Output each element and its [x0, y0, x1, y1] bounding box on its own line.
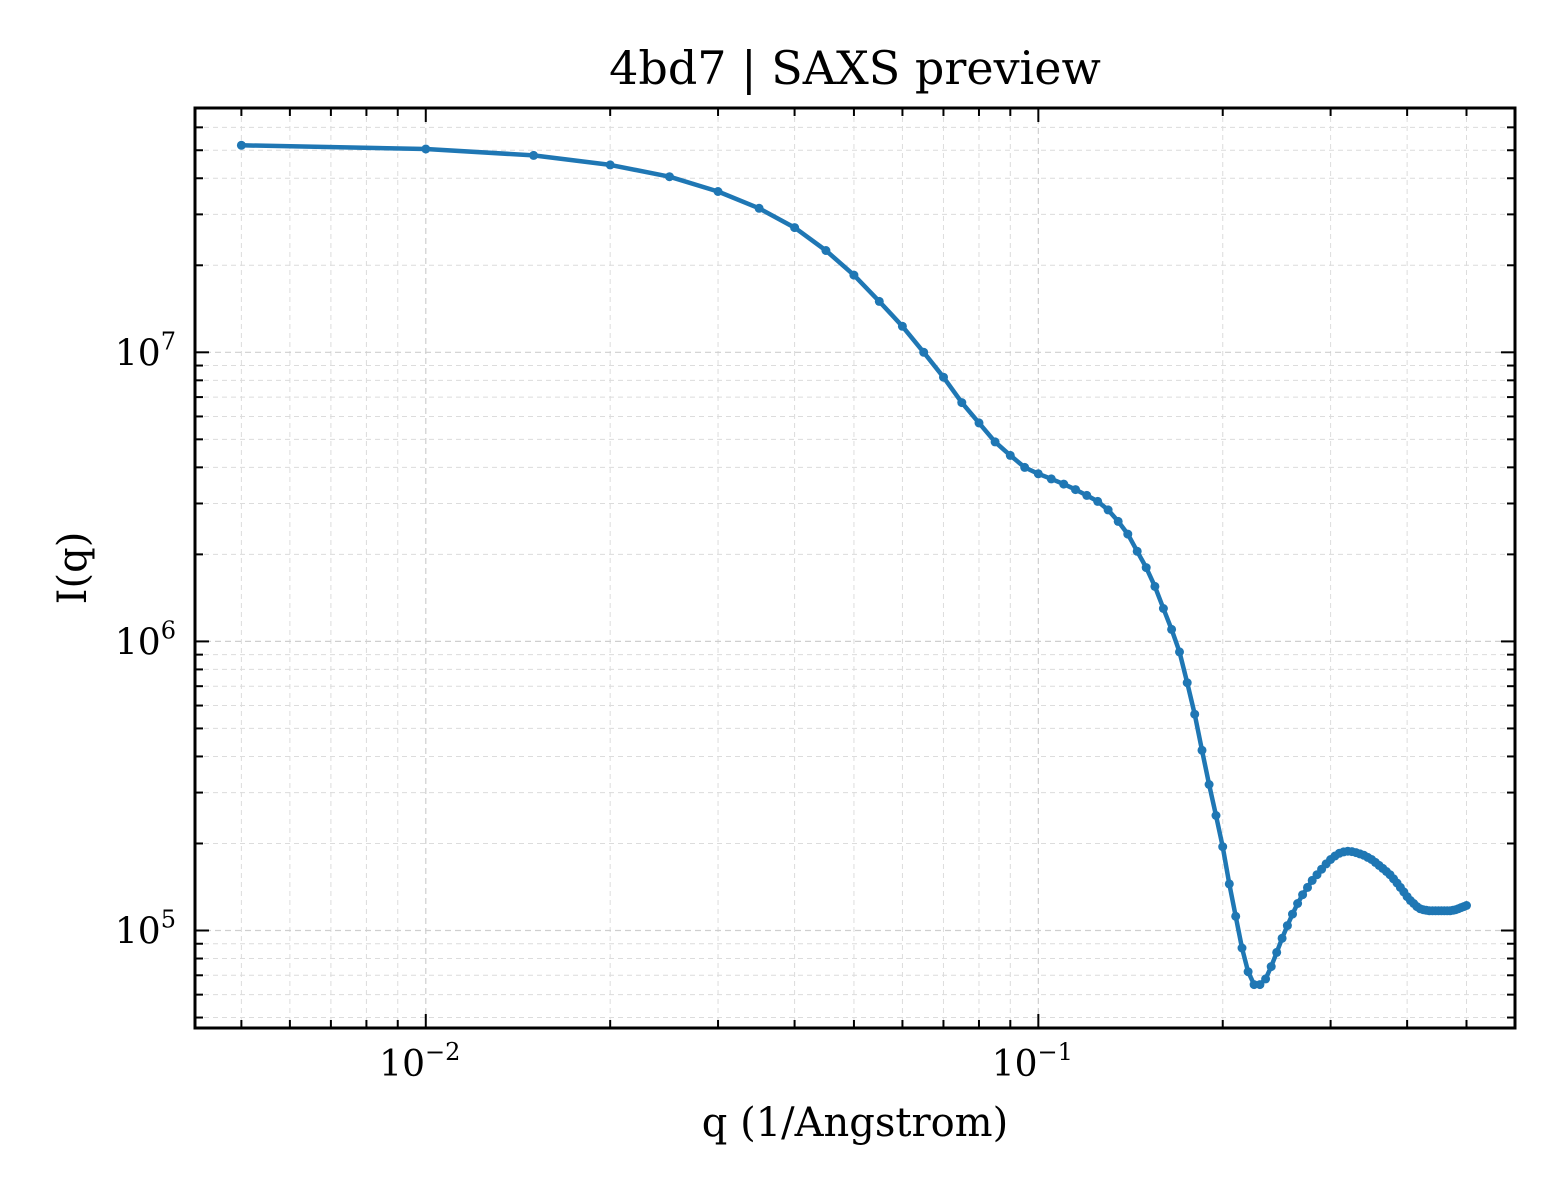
- data-point: [1141, 563, 1151, 573]
- data-point: [919, 347, 929, 357]
- data-point: [939, 372, 948, 382]
- data-point: [1298, 890, 1308, 900]
- x-axis-label: q (1/Angstrom): [702, 1100, 1008, 1146]
- data-point: [897, 321, 907, 331]
- y-tick-label: 105: [115, 906, 176, 953]
- data-point: [1071, 485, 1080, 495]
- data-point: [236, 140, 246, 150]
- y-axis-label: I(q): [50, 532, 96, 605]
- data-point: [754, 203, 764, 213]
- data-point: [1231, 911, 1241, 921]
- data-point: [1113, 516, 1123, 526]
- data-point: [1059, 479, 1069, 489]
- chart-title: 4bd7 | SAXS preview: [609, 41, 1101, 95]
- data-point: [1020, 462, 1030, 472]
- data-point: [1103, 505, 1113, 515]
- data-point: [1167, 624, 1177, 634]
- data-point: [1046, 474, 1056, 484]
- data-point: [1190, 709, 1200, 719]
- data-point: [1237, 943, 1247, 953]
- y-tick-base: 10: [115, 912, 161, 953]
- data-point: [1462, 901, 1471, 910]
- data-point: [1204, 780, 1214, 789]
- data-point: [1182, 678, 1192, 688]
- data-point: [1093, 496, 1103, 506]
- y-tick-base: 10: [115, 333, 161, 374]
- data-point: [849, 270, 859, 280]
- x-tick-base: 10: [992, 1044, 1038, 1085]
- data-point: [1175, 647, 1184, 657]
- plot-frame: [193, 106, 1517, 1030]
- y-tick-base: 10: [115, 622, 161, 663]
- data-point: [1211, 811, 1221, 820]
- x-tick-base: 10: [379, 1044, 425, 1085]
- data-point: [713, 187, 723, 196]
- y-tick-exp: 7: [161, 327, 176, 355]
- data-point: [1132, 546, 1142, 556]
- data-point: [1272, 947, 1282, 957]
- data-point: [1123, 529, 1133, 539]
- data-point: [990, 437, 1000, 447]
- data-point: [790, 223, 800, 233]
- x-tick-exp: −1: [1038, 1038, 1073, 1066]
- y-tick-label: 106: [115, 616, 176, 663]
- data-point: [974, 418, 984, 428]
- data-point: [957, 398, 967, 408]
- data-point: [1282, 921, 1292, 931]
- ticks: [195, 107, 1515, 1028]
- data-point: [1005, 450, 1015, 460]
- data-point: [821, 246, 831, 255]
- series-layer: [236, 140, 1471, 990]
- data-point: [1150, 581, 1160, 591]
- data-point: [874, 296, 884, 306]
- data-point: [1197, 745, 1207, 755]
- data-point: [1082, 490, 1092, 500]
- data-point: [1158, 604, 1168, 613]
- data-point: [1293, 899, 1303, 908]
- y-tick-exp: 5: [161, 906, 176, 934]
- data-point: [1243, 967, 1253, 977]
- data-point: [1033, 469, 1043, 479]
- data-point: [1288, 909, 1297, 919]
- data-point: [421, 144, 431, 154]
- data-point: [1261, 974, 1271, 984]
- data-point: [1303, 882, 1312, 892]
- data-point: [1266, 962, 1276, 972]
- data-point: [1224, 879, 1234, 889]
- data-point: [665, 172, 674, 182]
- x-tick-exp: −2: [425, 1038, 460, 1066]
- x-tick-label: 10−1: [992, 1038, 1073, 1085]
- data-point: [1218, 842, 1228, 852]
- x-tick-label: 10−2: [379, 1038, 460, 1085]
- data-point: [1255, 980, 1265, 990]
- data-point: [529, 150, 539, 160]
- y-tick-exp: 6: [161, 616, 176, 644]
- data-point: [605, 160, 615, 170]
- data-point: [1277, 933, 1287, 943]
- grid: [195, 107, 1515, 1028]
- y-tick-label: 107: [115, 327, 176, 374]
